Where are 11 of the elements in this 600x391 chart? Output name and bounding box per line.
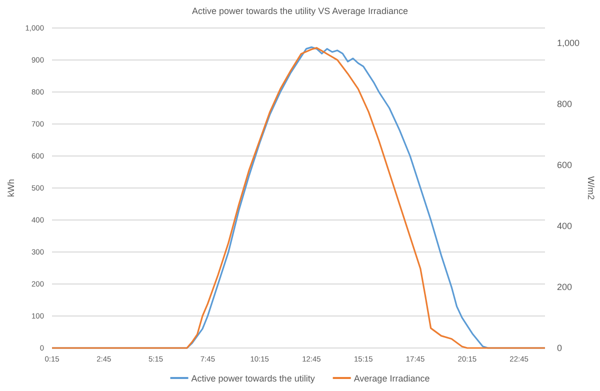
y-axis-title: kWh [6,179,16,197]
y2-tick-label: 600 [557,160,572,170]
y2-tick-label: 1,000 [557,38,580,48]
chart-title: Active power towards the utility VS Average Irradiance [192,6,408,16]
legend-label: Average Irradiance [354,374,430,384]
y2-tick-label: 800 [557,99,572,110]
legend-label: Active power towards the utility [191,374,316,384]
y2-tick-label: 400 [557,220,572,231]
y2-tick-label: 0 [557,342,562,353]
y2-tick-label: 200 [557,282,572,292]
y2-axis-title: W/m2 [586,176,596,200]
